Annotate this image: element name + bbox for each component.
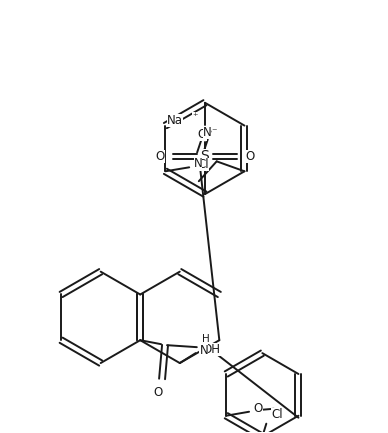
- Text: O: O: [154, 386, 163, 399]
- Text: O: O: [253, 402, 263, 415]
- Text: •⁻: •⁻: [206, 126, 218, 136]
- Text: H: H: [202, 334, 210, 344]
- Text: Na: Na: [167, 114, 183, 127]
- Text: ⁺: ⁺: [192, 112, 198, 122]
- Text: N: N: [199, 344, 208, 357]
- Text: N: N: [194, 157, 203, 170]
- Text: Cl: Cl: [197, 158, 209, 171]
- Text: S: S: [201, 149, 209, 163]
- Text: N: N: [203, 126, 211, 139]
- Text: OH: OH: [203, 343, 220, 355]
- Text: O: O: [245, 150, 254, 163]
- Text: O: O: [197, 128, 206, 141]
- Text: O: O: [156, 150, 165, 163]
- Text: Cl: Cl: [272, 408, 283, 421]
